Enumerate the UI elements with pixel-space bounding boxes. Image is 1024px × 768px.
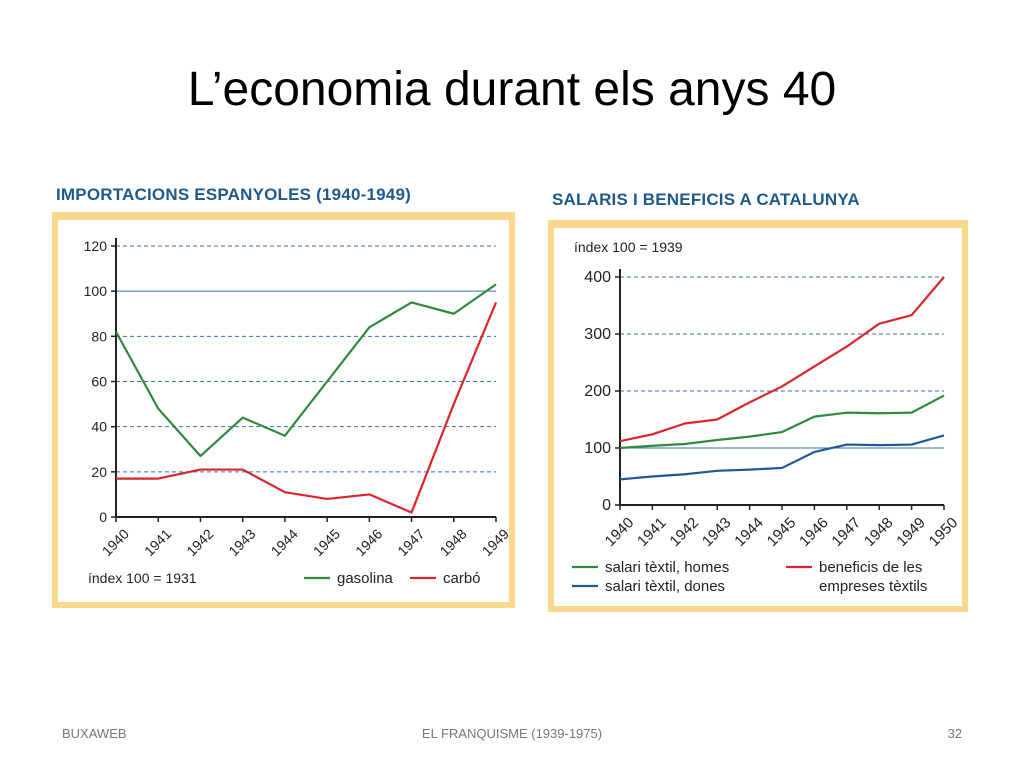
wages-legend-label: beneficis de les [819,559,922,576]
imports-y-tick-label: 120 [84,238,108,254]
wages-index-note: índex 100 = 1939 [574,239,683,255]
wages-y-tick-label: 400 [584,269,611,286]
imports-y-tick-label: 40 [91,419,107,435]
imports-plot-background [58,220,509,602]
footer-left: BUXAWEB [62,726,127,741]
imports-chart-title: IMPORTACIONS ESPANYOLES (1940-1949) [56,185,411,204]
imports-legend-label: carbó [443,570,481,587]
imports-legend-label: gasolina [337,570,394,587]
imports-series-line-0 [115,283,497,458]
wages-series-line-1 [619,434,945,481]
wages-y-tick-label: 0 [602,497,611,514]
wages-chart: 0100200300400194019411942194319441945194… [548,220,968,612]
imports-y-tick-label: 100 [84,283,108,299]
imports-index-note: índex 100 = 1931 [88,570,197,586]
wages-legend-label: salari tèxtil, homes [605,559,729,576]
footer-page-number: 32 [947,726,962,741]
wages-chart-panel: SALARIS I BENEFICIS A CATALUNYA 0 100 200 3… [548,185,970,613]
wages-y-tick-label: 100 [584,440,611,457]
wages-chart-title: SALARIS I BENEFICIS A CATALUNYA [552,190,860,209]
wages-legend-label: empreses tèxtils [819,578,927,595]
wages-series-line-0 [619,394,945,450]
imports-y-tick-label: 60 [91,374,107,390]
wages-series-line-2 [619,276,945,443]
footer-center: EL FRANQUISME (1939-1975) [421,726,603,741]
slide-title: L’economia durant els anys 40 [187,63,837,116]
imports-y-tick-label: 0 [99,509,107,525]
imports-y-tick-label: 20 [91,464,107,480]
imports-chart-panel: IMPORTACIONS ESPANYOLES (1940-1949) 0 20 4… [52,180,517,610]
imports-y-tick-label: 80 [91,328,107,344]
wages-plot-background [554,228,962,606]
wages-y-tick-label: 300 [584,326,611,343]
imports-series-line-1 [116,302,498,514]
wages-y-tick-label: 200 [584,383,611,400]
wages-legend-label: salari tèxtil, dones [605,578,725,595]
